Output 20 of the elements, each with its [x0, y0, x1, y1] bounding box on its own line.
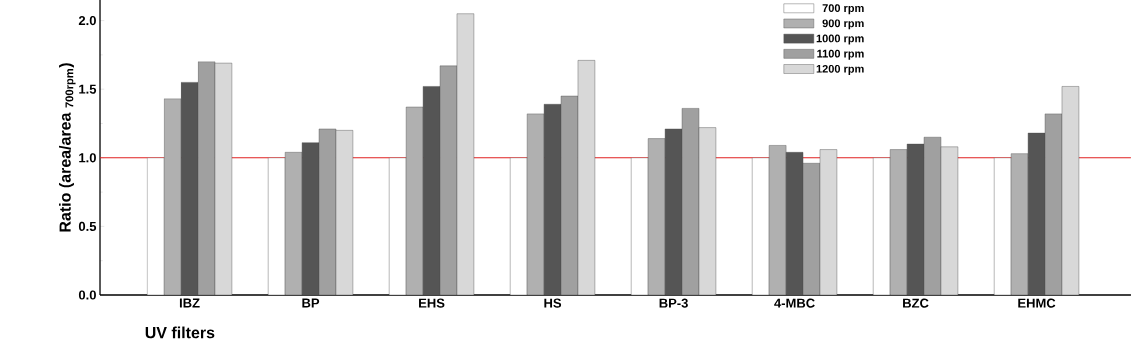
y-axis-title: Ratio (area/area $_{700rpm}$) [59, 63, 76, 232]
x-tick-label: BZC [903, 298, 929, 308]
x-tick-label: BP-3 [659, 298, 688, 308]
x-tick-label: IBZ [179, 298, 200, 308]
x-tick-label: EHS [419, 298, 445, 308]
legend-label: 1100 rpm [817, 49, 864, 60]
x-axis-title: UV filters [145, 326, 215, 339]
y-tick-label: 0.5 [78, 221, 97, 231]
y-tick-label: 1.0 [79, 153, 96, 163]
x-tick-label: 4-MBC [774, 298, 815, 308]
legend-label: 1200 rpm [816, 64, 864, 75]
x-tick-label: EHMC [1018, 298, 1056, 308]
x-tick-label: BP [302, 298, 320, 308]
legend-label: 1000 rpm [816, 34, 864, 45]
y-tick-label: 1.5 [79, 84, 97, 94]
y-tick-label: 0.0 [78, 290, 96, 300]
legend-label: 900 rpm [822, 19, 864, 30]
y-tick-label: 2.0 [78, 15, 96, 26]
legend-label: 700 rpm [822, 4, 864, 15]
x-tick-label: HS [544, 298, 562, 308]
